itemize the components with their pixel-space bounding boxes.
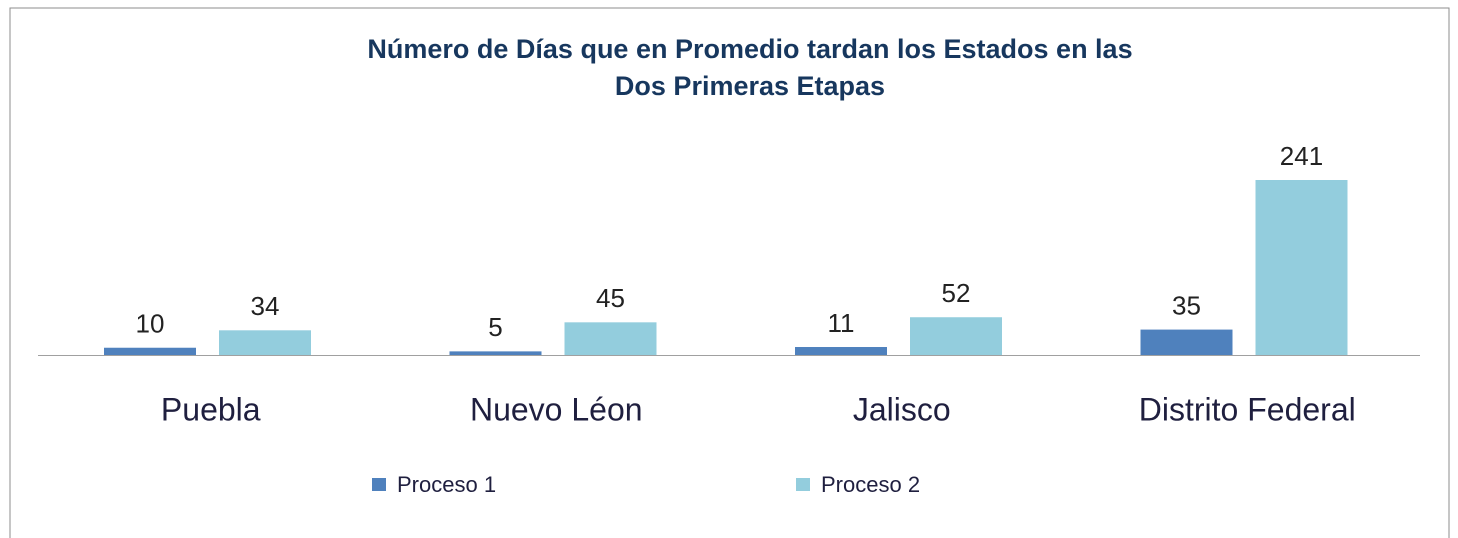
data-label: 34 xyxy=(251,291,280,321)
data-label: 11 xyxy=(828,308,855,338)
data-label: 45 xyxy=(596,283,625,313)
data-label: 35 xyxy=(1172,290,1201,320)
legend-label: Proceso 2 xyxy=(821,472,920,497)
legend-swatch xyxy=(372,478,386,491)
bar xyxy=(219,330,311,355)
bar xyxy=(564,322,657,355)
x-tick-label: Jalisco xyxy=(853,391,951,427)
legend-label: Proceso 1 xyxy=(397,472,496,497)
x-tick-label: Distrito Federal xyxy=(1139,391,1356,427)
x-tick-label: Nuevo Léon xyxy=(470,391,643,427)
data-label: 52 xyxy=(942,278,971,308)
bar xyxy=(1255,180,1348,355)
chart-frame xyxy=(9,7,1450,538)
bar xyxy=(795,347,887,355)
bar xyxy=(104,347,196,355)
x-tick-label: Puebla xyxy=(161,391,261,427)
bar xyxy=(910,317,1002,355)
legend-swatch xyxy=(796,478,810,491)
data-label: 5 xyxy=(488,312,502,342)
chart-title: Número de Días que en Promedio tardan lo… xyxy=(367,34,1132,64)
bar xyxy=(1140,329,1233,355)
data-label: 241 xyxy=(1280,141,1323,171)
bar xyxy=(449,351,542,355)
data-label: 10 xyxy=(136,309,165,339)
chart-title: Dos Primeras Etapas xyxy=(615,71,885,101)
